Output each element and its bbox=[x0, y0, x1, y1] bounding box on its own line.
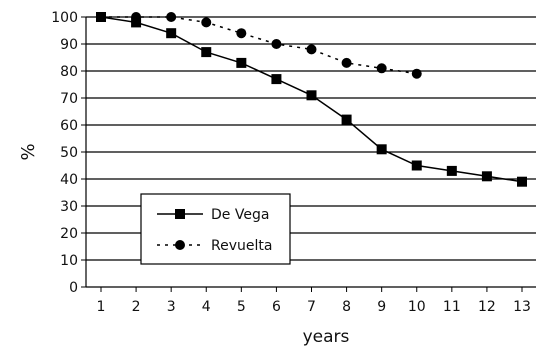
y-tick-label: 30 bbox=[60, 199, 78, 215]
marker-circle bbox=[236, 28, 247, 39]
marker-square bbox=[131, 17, 142, 28]
marker-circle bbox=[201, 17, 212, 28]
marker-circle bbox=[306, 44, 317, 55]
marker-square bbox=[306, 90, 317, 101]
y-tick-label: 70 bbox=[60, 91, 78, 107]
x-tick-label: 6 bbox=[272, 299, 281, 315]
x-axis-title: years bbox=[303, 327, 350, 347]
y-tick-label: 20 bbox=[60, 226, 78, 242]
x-tick-label: 10 bbox=[408, 299, 426, 315]
marker-circle bbox=[96, 12, 106, 22]
marker-square bbox=[446, 165, 457, 176]
marker-square bbox=[271, 74, 282, 85]
y-tick-label: 40 bbox=[60, 172, 78, 188]
y-tick-label: 80 bbox=[60, 64, 78, 80]
marker-circle bbox=[376, 63, 387, 74]
marker-square bbox=[376, 144, 387, 155]
y-tick-label: 60 bbox=[60, 118, 78, 134]
x-tick-label: 5 bbox=[237, 299, 246, 315]
y-tick-label: 50 bbox=[60, 145, 78, 161]
x-tick-label: 4 bbox=[202, 299, 211, 315]
y-tick-label: 90 bbox=[60, 37, 78, 53]
marker-circle bbox=[175, 240, 185, 250]
y-tick-label: 100 bbox=[51, 10, 78, 26]
marker-circle bbox=[271, 39, 282, 49]
marker-square bbox=[236, 57, 247, 68]
y-axis-title: % bbox=[18, 143, 39, 160]
legend-box bbox=[140, 193, 291, 265]
x-tick-label: 8 bbox=[342, 299, 351, 315]
series-line bbox=[101, 16, 417, 75]
marker-square bbox=[517, 176, 527, 187]
legend-item: Revuelta bbox=[157, 238, 272, 254]
x-tick-label: 9 bbox=[377, 299, 386, 315]
marker-circle bbox=[131, 12, 142, 22]
marker-square bbox=[411, 160, 422, 171]
marker-square bbox=[201, 47, 212, 58]
marker-circle bbox=[166, 12, 177, 22]
marker-circle bbox=[341, 57, 352, 68]
x-tick-label: 3 bbox=[167, 299, 176, 315]
series-layer bbox=[96, 12, 527, 187]
marker-square bbox=[481, 171, 492, 182]
legend: De Vega Revuelta bbox=[140, 193, 291, 265]
y-tick-label: 10 bbox=[60, 253, 78, 269]
marker-square bbox=[175, 209, 185, 219]
series-0 bbox=[96, 12, 527, 187]
x-tick-label: 11 bbox=[443, 299, 461, 315]
x-tick-label: 12 bbox=[478, 299, 496, 315]
legend-item: De Vega bbox=[157, 207, 269, 223]
marker-circle bbox=[411, 68, 422, 79]
legend-label: De Vega bbox=[211, 207, 269, 223]
series-1 bbox=[96, 12, 422, 79]
x-tick-label: 7 bbox=[307, 299, 316, 315]
y-tick-label: 0 bbox=[69, 280, 78, 296]
legend-label: Revuelta bbox=[211, 238, 272, 254]
x-tick-label: 13 bbox=[513, 299, 531, 315]
x-tick-label: 1 bbox=[97, 299, 106, 315]
marker-square bbox=[166, 28, 177, 39]
x-tick-label: 2 bbox=[132, 299, 141, 315]
marker-square bbox=[341, 114, 352, 125]
